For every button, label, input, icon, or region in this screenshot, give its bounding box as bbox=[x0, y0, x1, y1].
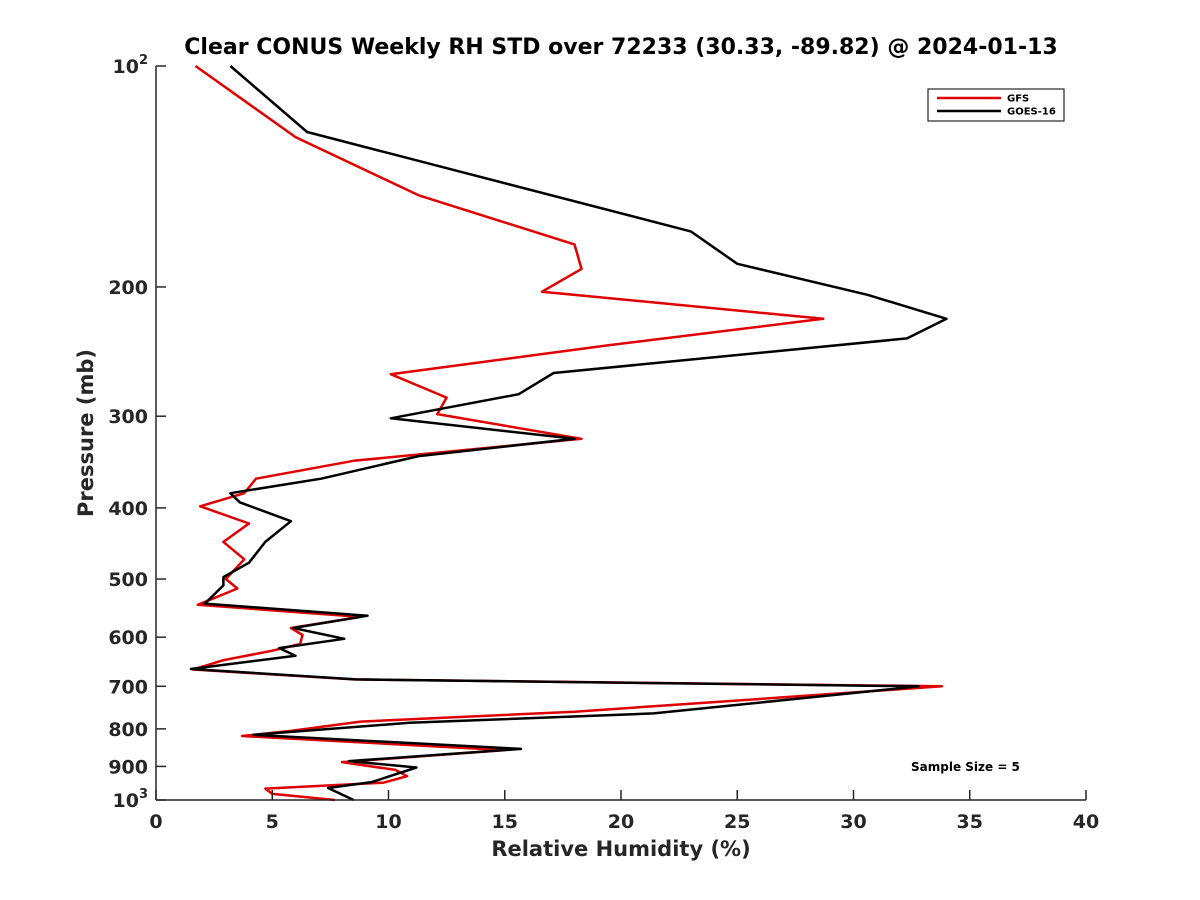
x-tick-label: 25 bbox=[724, 811, 750, 833]
sample-size-annotation: Sample Size = 5 bbox=[911, 760, 1020, 774]
y-tick-label: 400 bbox=[108, 498, 148, 520]
chart-title: Clear CONUS Weekly RH STD over 72233 (30… bbox=[184, 35, 1057, 60]
y-tick-label: 800 bbox=[108, 719, 148, 741]
legend-label-goes16: GOES-16 bbox=[1007, 107, 1056, 118]
x-tick-label: 30 bbox=[840, 811, 866, 833]
series-line-goes16 bbox=[189, 65, 948, 802]
x-ticks: 0 5 10 15 20 25 30 35 40 bbox=[149, 790, 1099, 833]
x-tick-label: 40 bbox=[1073, 811, 1099, 833]
y-tick-label: 900 bbox=[108, 756, 148, 778]
y-tick-label: 600 bbox=[108, 627, 148, 649]
x-tick-label: 15 bbox=[492, 811, 518, 833]
plot-lines bbox=[189, 64, 948, 802]
axes bbox=[155, 66, 1086, 801]
x-axis-label: Relative Humidity (%) bbox=[491, 837, 750, 861]
x-tick-label: 5 bbox=[266, 811, 279, 833]
x-tick-label: 0 bbox=[149, 811, 162, 833]
series-line-gfs bbox=[191, 64, 944, 802]
y-tick-label: 700 bbox=[108, 676, 148, 698]
legend-label-gfs: GFS bbox=[1007, 94, 1029, 105]
x-tick-label: 20 bbox=[608, 811, 634, 833]
y-ticks: 102 200 300 400 500 600 700 800 900 103 bbox=[108, 53, 166, 812]
x-tick-label: 10 bbox=[375, 811, 401, 833]
y-axis-label: Pressure (mb) bbox=[74, 349, 98, 517]
y-tick-label: 500 bbox=[108, 569, 148, 591]
x-tick-label: 35 bbox=[957, 811, 983, 833]
y-tick-label: 102 bbox=[113, 53, 149, 78]
legend: GFS GOES-16 bbox=[927, 88, 1065, 122]
y-tick-label: 300 bbox=[108, 406, 148, 428]
y-tick-label: 200 bbox=[108, 277, 148, 299]
y-tick-label: 103 bbox=[113, 787, 149, 812]
legend-box bbox=[927, 88, 1065, 122]
